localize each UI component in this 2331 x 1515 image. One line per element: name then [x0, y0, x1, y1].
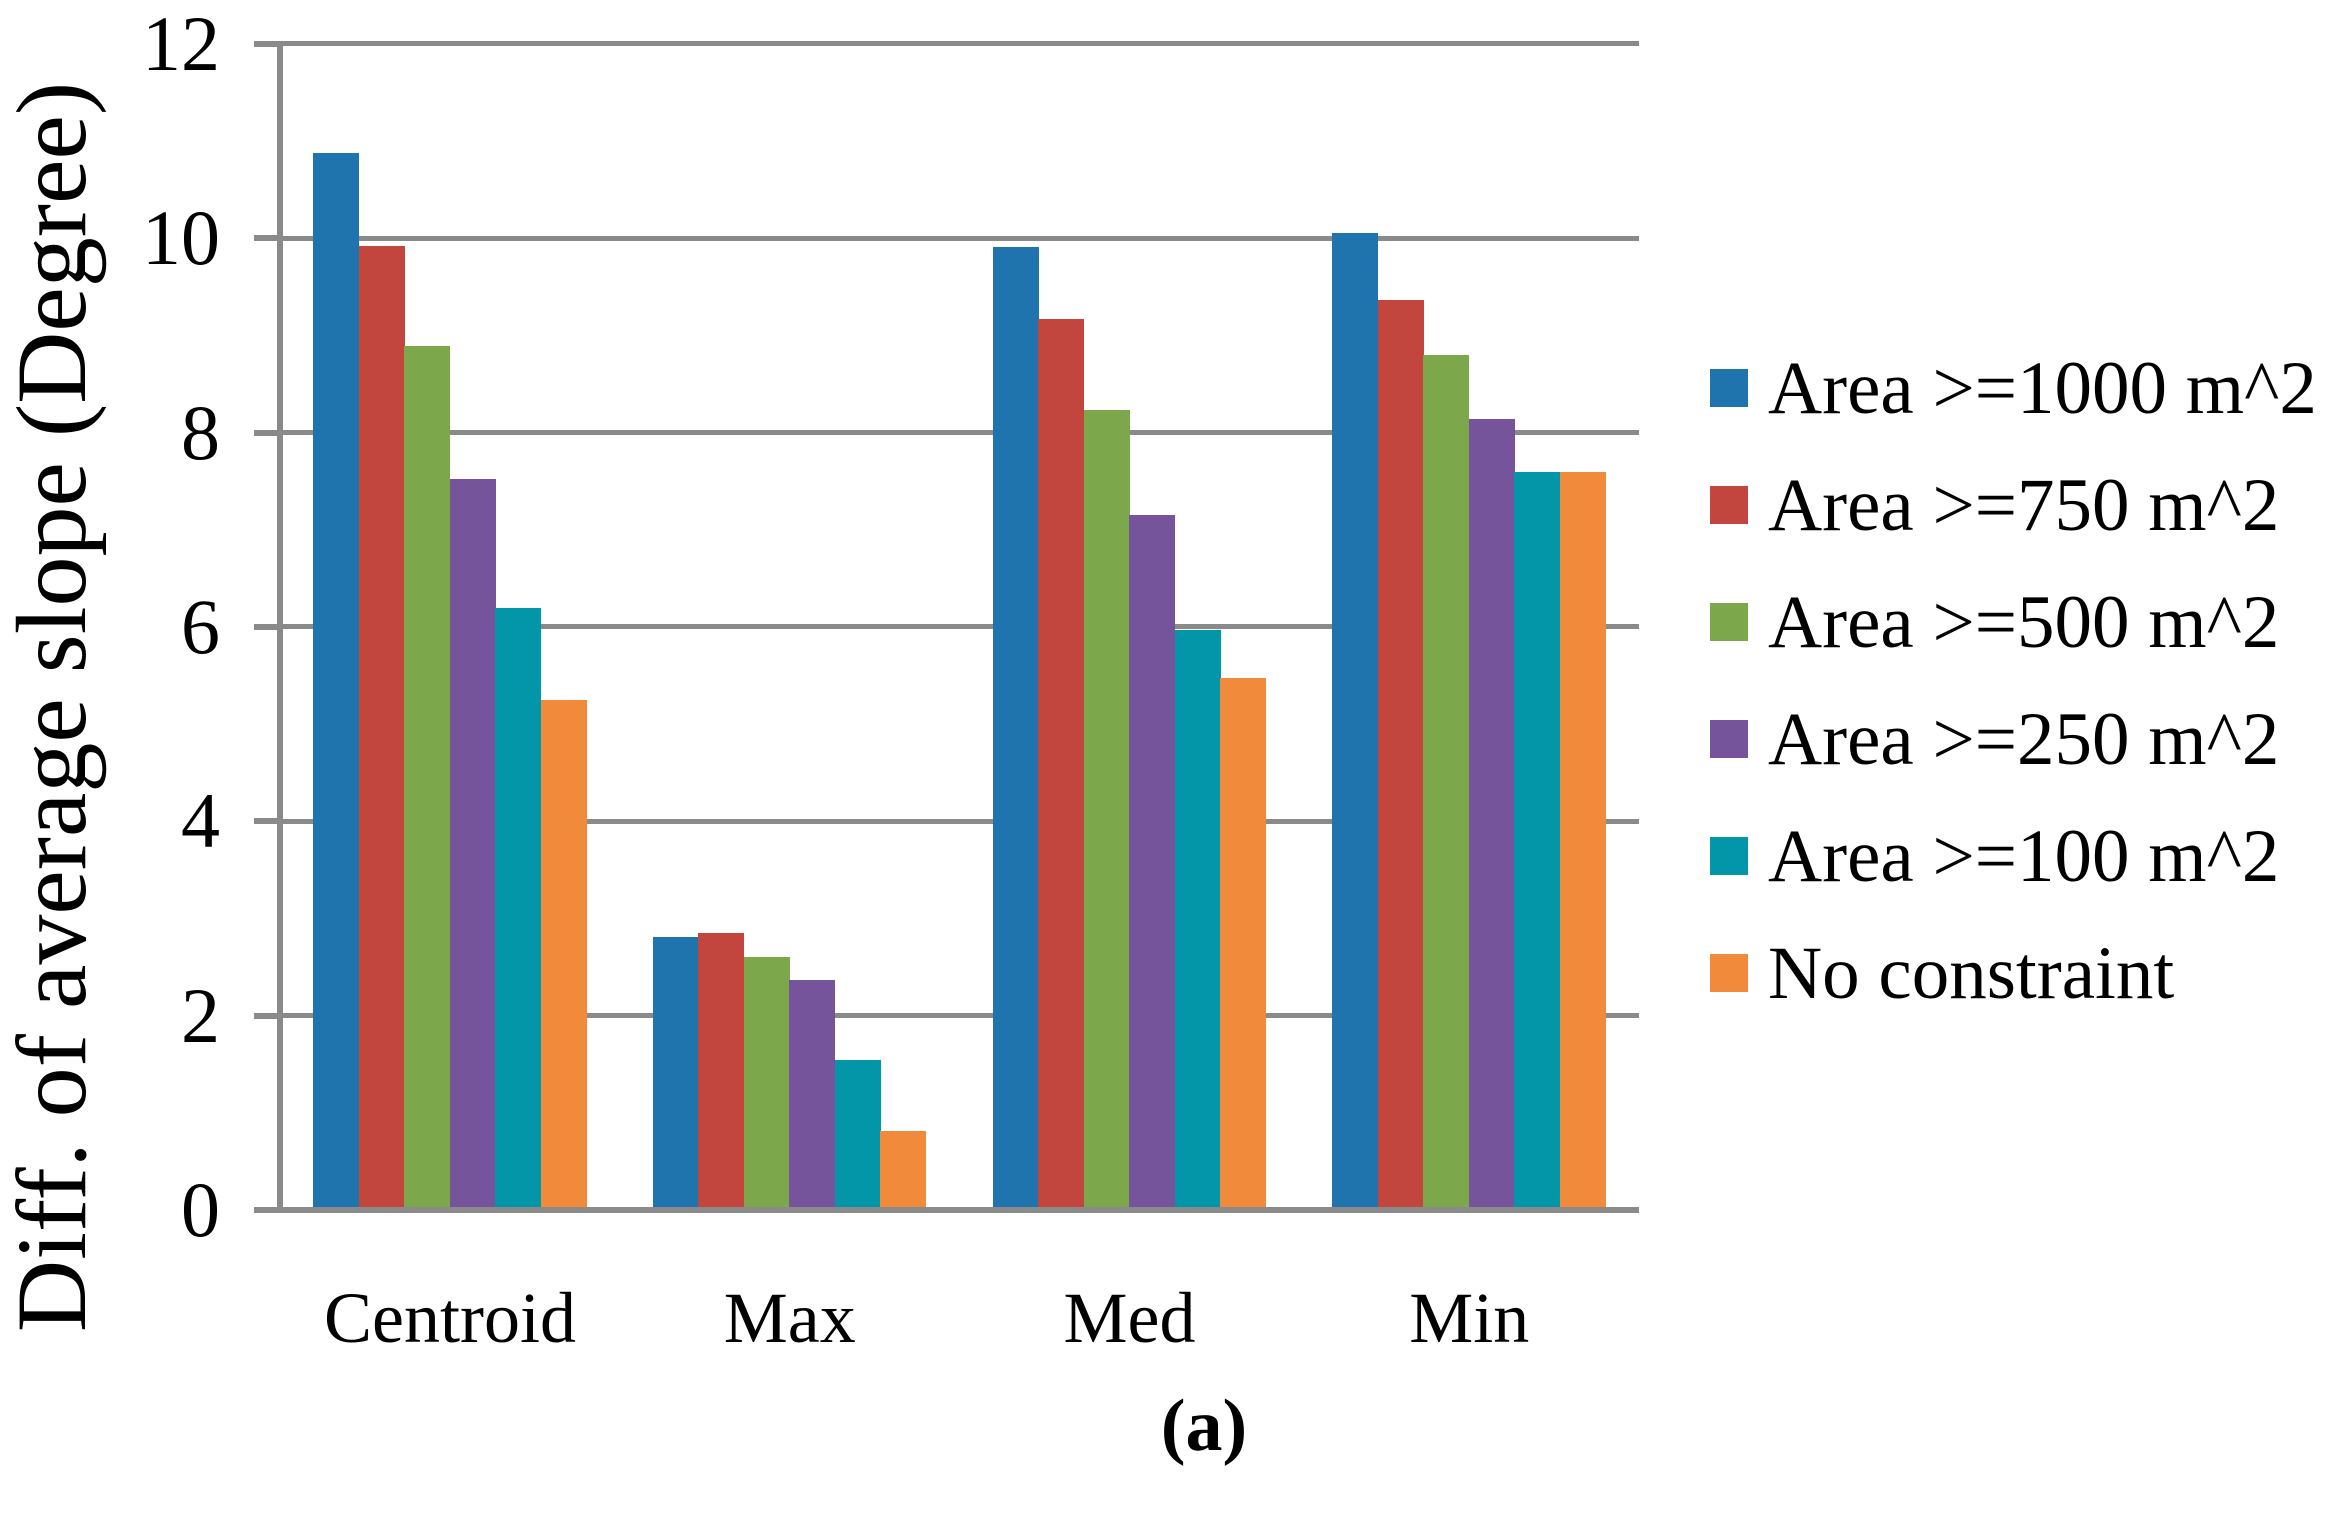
gridline-4	[280, 818, 1639, 824]
y-tick-label-6: 6	[181, 582, 220, 670]
bar-med-series5	[1220, 677, 1266, 1210]
bar-min-series1	[1378, 300, 1424, 1210]
bar-centroid-series3	[450, 479, 496, 1210]
bar-min-series5	[1560, 471, 1606, 1210]
y-tick-label-10: 10	[142, 194, 220, 282]
bar-centroid-series2	[404, 346, 450, 1210]
legend-swatch-0	[1710, 369, 1748, 407]
legend-label-4: Area >=100 m^2	[1768, 814, 2280, 898]
y-tick-8	[254, 429, 281, 436]
x-axis-line	[254, 1207, 1639, 1213]
legend-swatch-2	[1710, 603, 1748, 641]
legend-swatch-3	[1710, 720, 1748, 758]
gridline-12	[280, 41, 1639, 47]
bar-med-series0	[993, 247, 1039, 1210]
bar-centroid-series0	[313, 152, 359, 1210]
y-tick-label-0: 0	[181, 1166, 220, 1253]
gridline-6	[280, 624, 1639, 630]
y-tick-label-8: 8	[181, 388, 220, 476]
gridline-2	[280, 1013, 1639, 1019]
x-label-max: Max	[723, 1278, 856, 1358]
bar-med-series4	[1175, 629, 1221, 1210]
legend-label-2: Area >=500 m^2	[1768, 580, 2280, 664]
bar-max-series2	[744, 957, 790, 1210]
legend-label-1: Area >=750 m^2	[1768, 463, 2280, 547]
y-axis-line	[277, 41, 283, 1213]
legend-label-3: Area >=250 m^2	[1768, 697, 2280, 781]
bar-centroid-series4	[495, 607, 541, 1210]
y-tick-label-12: 12	[142, 0, 220, 87]
legend-item-2: Area >=500 m^2	[1710, 585, 2279, 660]
legend-item-3: Area >=250 m^2	[1710, 702, 2279, 777]
legend-swatch-5	[1710, 954, 1748, 992]
y-tick-label-2: 2	[181, 971, 220, 1059]
x-label-centroid: Centroid	[324, 1278, 576, 1358]
caption: (a)	[1160, 1385, 1248, 1467]
bar-min-series0	[1332, 233, 1378, 1210]
gridline-10	[280, 235, 1639, 241]
legend-label-5: No constraint	[1768, 931, 2175, 1015]
legend-item-1: Area >=750 m^2	[1710, 468, 2279, 543]
bar-max-series0	[653, 936, 699, 1210]
bar-max-series3	[789, 979, 835, 1210]
legend-item-4: Area >=100 m^2	[1710, 819, 2279, 894]
bar-min-series2	[1423, 354, 1469, 1210]
bar-max-series1	[698, 933, 744, 1210]
gridline-8	[280, 430, 1639, 436]
y-tick-2	[254, 1012, 281, 1019]
bar-max-series4	[835, 1060, 881, 1210]
bar-max-series5	[880, 1131, 926, 1210]
y-tick-10	[254, 235, 281, 242]
y-tick-4	[254, 818, 281, 825]
legend-swatch-4	[1710, 837, 1748, 875]
x-label-min: Min	[1409, 1278, 1530, 1358]
bar-med-series1	[1038, 318, 1084, 1210]
legend-item-5: No constraint	[1710, 936, 2174, 1011]
bar-min-series4	[1514, 471, 1560, 1210]
bar-med-series3	[1129, 515, 1175, 1210]
bar-min-series3	[1469, 419, 1515, 1210]
y-tick-label-4: 4	[181, 777, 220, 865]
bar-med-series2	[1084, 410, 1130, 1210]
bar-centroid-series5	[541, 699, 587, 1210]
y-tick-6	[254, 623, 281, 630]
legend-item-0: Area >=1000 m^2	[1710, 351, 2317, 426]
y-tick-12	[254, 40, 281, 47]
legend-label-0: Area >=1000 m^2	[1768, 346, 2317, 430]
x-label-med: Med	[1063, 1278, 1196, 1358]
bar-centroid-series1	[359, 246, 405, 1210]
legend-swatch-1	[1710, 486, 1748, 524]
